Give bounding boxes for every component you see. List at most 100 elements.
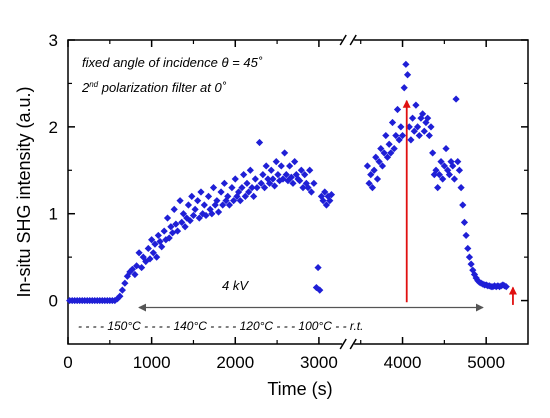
data-point-0-167 xyxy=(412,101,420,109)
data-point-0-20 xyxy=(116,292,124,300)
overlays xyxy=(138,99,517,312)
data-point-0-36 xyxy=(151,240,159,248)
data-point-0-51 xyxy=(178,218,186,226)
data-point-0-122 xyxy=(301,171,309,179)
data-point-0-159 xyxy=(398,131,407,140)
data-point-0-146 xyxy=(377,144,385,153)
data-point-0-75 xyxy=(220,179,228,187)
data-point-0-161 xyxy=(402,60,410,68)
data-point-0-61 xyxy=(195,214,203,222)
data-point-0-86 xyxy=(240,171,248,179)
data-point-0-181 xyxy=(435,171,443,179)
data-point-0-162 xyxy=(403,71,412,79)
data-point-0-50 xyxy=(176,197,184,205)
data-point-0-195 xyxy=(459,201,467,209)
data-point-0-128 xyxy=(312,283,320,292)
data-point-0-111 xyxy=(282,171,290,179)
data-point-0-49 xyxy=(173,227,182,235)
data-point-0-32 xyxy=(144,244,152,253)
data-point-0-101 xyxy=(265,179,274,187)
data-point-0-95 xyxy=(255,138,264,147)
data-point-0-91 xyxy=(248,184,256,192)
data-point-0-121 xyxy=(299,184,307,192)
annotation-temperatures: - - - - 150°C - - - - 140°C - - - - 120°… xyxy=(78,319,363,333)
data-point-0-168 xyxy=(414,123,422,131)
axis-break-slash-b-0 xyxy=(349,34,357,46)
data-point-0-190 xyxy=(450,175,458,183)
data-point-0-151 xyxy=(385,140,393,148)
x-tick-label-4000: 4000 xyxy=(384,353,422,372)
data-point-0-148 xyxy=(380,149,388,157)
data-point-0-96 xyxy=(257,179,265,187)
data-point-0-81 xyxy=(231,175,239,183)
data-point-0-163 xyxy=(405,123,413,131)
data-point-0-130 xyxy=(316,286,324,294)
tick-labels: 0 1000 2000 3000 4000 5000 0 1 2 3 xyxy=(49,31,506,372)
data-point-0-120 xyxy=(297,166,305,174)
data-point-0-47 xyxy=(170,205,178,213)
data-point-0-199 xyxy=(465,253,474,261)
data-point-0-53 xyxy=(181,223,189,231)
data-point-0-113 xyxy=(286,162,294,170)
data-point-0-192 xyxy=(454,158,462,166)
data-point-0-66 xyxy=(204,192,213,200)
data-point-0-89 xyxy=(245,188,253,196)
data-point-0-65 xyxy=(202,211,210,220)
data-point-0-154 xyxy=(390,144,398,153)
data-point-0-105 xyxy=(272,158,280,166)
data-point-0-45 xyxy=(167,223,175,231)
data-point-0-138 xyxy=(363,162,372,170)
data-point-0-196 xyxy=(460,218,469,226)
data-point-0-127 xyxy=(310,179,318,187)
data-point-0-177 xyxy=(429,149,437,157)
data-point-0-221 xyxy=(502,283,510,291)
data-point-0-26 xyxy=(131,270,139,279)
data-point-0-185 xyxy=(442,144,450,153)
data-point-0-79 xyxy=(228,184,236,192)
data-point-0-201 xyxy=(469,266,477,274)
data-point-0-152 xyxy=(387,149,395,157)
annotation-angle-prefix: fixed angle of incidence xyxy=(82,55,221,70)
data-point-0-150 xyxy=(383,153,392,161)
data-point-0-23 xyxy=(123,272,131,280)
x-tick-label-1000: 1000 xyxy=(133,353,171,372)
data-point-0-197 xyxy=(462,231,470,240)
data-point-0-77 xyxy=(224,192,232,200)
data-point-0-100 xyxy=(264,175,272,183)
data-point-0-99 xyxy=(262,162,270,170)
data-point-0-200 xyxy=(467,260,475,268)
data-point-0-74 xyxy=(219,201,227,209)
data-point-0-193 xyxy=(455,166,464,174)
data-point-0-174 xyxy=(424,114,432,122)
annotation-filter-num: 2 xyxy=(81,80,90,95)
data-point-0-29 xyxy=(138,263,146,272)
data-point-0-110 xyxy=(281,149,289,157)
annotation-theta: θ xyxy=(221,55,228,70)
annotation-filter-sup: nd xyxy=(89,80,98,89)
data-point-0-160 xyxy=(400,84,408,92)
data-point-0-116 xyxy=(291,158,299,166)
data-point-0-90 xyxy=(246,166,254,174)
data-point-0-106 xyxy=(274,171,282,179)
data-point-0-119 xyxy=(296,177,304,185)
data-point-0-198 xyxy=(464,244,472,253)
data-point-0-155 xyxy=(392,131,400,140)
axis-break-slash-b-1 xyxy=(349,338,357,350)
axis-break-marks xyxy=(339,34,357,350)
data-point-0-134 xyxy=(322,201,331,209)
data-point-0-68 xyxy=(208,210,216,218)
y-tick-label-0: 0 xyxy=(49,292,58,311)
data-point-0-48 xyxy=(172,220,180,228)
data-point-0-145 xyxy=(375,158,383,166)
data-point-0-104 xyxy=(270,182,279,190)
data-point-0-38 xyxy=(154,231,162,240)
data-point-0-157 xyxy=(395,136,403,144)
data-point-0-33 xyxy=(146,255,154,263)
data-point-0-132 xyxy=(319,197,327,205)
data-point-0-189 xyxy=(449,162,457,170)
data-point-0-149 xyxy=(382,131,390,140)
data-point-0-92 xyxy=(250,192,258,200)
data-point-0-144 xyxy=(373,175,382,183)
data-point-0-78 xyxy=(225,201,234,209)
data-point-0-188 xyxy=(447,158,455,166)
